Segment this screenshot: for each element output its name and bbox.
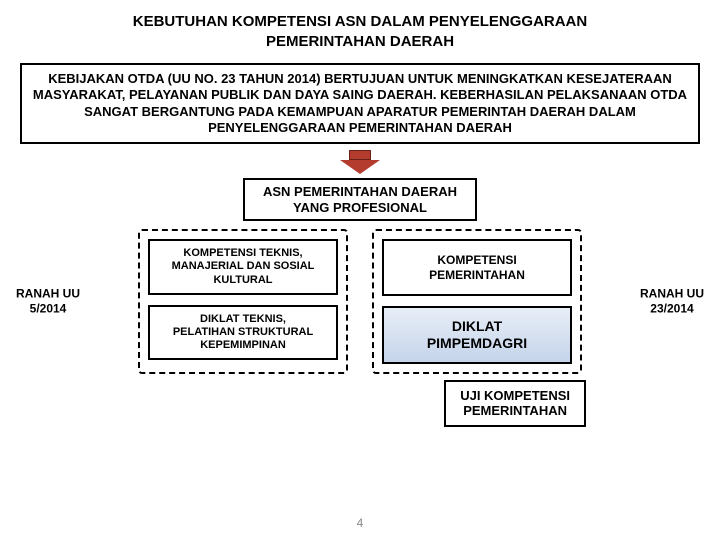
policy-text: KEBIJAKAN OTDA (UU NO. 23 TAHUN 2014) BE…	[33, 71, 687, 135]
lt-l3: KULTURAL	[213, 274, 272, 286]
left-group: KOMPETENSI TEKNIS, MANAJERIAL DAN SOSIAL…	[138, 229, 348, 373]
side-right-l2: 23/2014	[650, 301, 693, 315]
title-line2: PEMERINTAHAN DAERAH	[266, 33, 454, 50]
right-top-cell: KOMPETENSI PEMERINTAHAN	[382, 239, 572, 296]
policy-box: KEBIJAKAN OTDA (UU NO. 23 TAHUN 2014) BE…	[20, 63, 700, 144]
left-bottom-cell: DIKLAT TEKNIS, PELATIHAN STRUKTURAL KEPE…	[148, 305, 338, 361]
rb-l2: PIMPEMDAGRI	[427, 335, 527, 351]
uji-l2: PEMERINTAHAN	[463, 403, 567, 418]
columns-region: RANAH UU 5/2014 KOMPETENSI TEKNIS, MANAJ…	[0, 229, 720, 373]
lb-l1: DIKLAT TEKNIS,	[200, 313, 286, 325]
slide-title: KEBUTUHAN KOMPETENSI ASN DALAM PENYELENG…	[0, 0, 720, 59]
rb-l1: DIKLAT	[452, 318, 502, 334]
side-right-l1: RANAH UU	[640, 287, 704, 301]
arrow-1	[0, 150, 720, 174]
asn-box: ASN PEMERINTAHAN DAERAH YANG PROFESIONAL	[243, 178, 477, 221]
lt-l2: MANAJERIAL DAN SOSIAL	[172, 260, 315, 272]
rt-l2: PEMERINTAHAN	[429, 268, 525, 282]
uji-box: UJI KOMPETENSI PEMERINTAHAN	[444, 380, 586, 427]
uji-wrap: UJI KOMPETENSI PEMERINTAHAN	[0, 374, 720, 427]
rt-l1: KOMPETENSI	[437, 253, 516, 267]
arrow-stem-icon	[349, 150, 371, 160]
arrow-head-icon	[340, 160, 380, 174]
asn-line1: ASN PEMERINTAHAN DAERAH	[263, 184, 457, 199]
right-group: KOMPETENSI PEMERINTAHAN DIKLAT PIMPEMDAG…	[372, 229, 582, 373]
right-bottom-cell: DIKLAT PIMPEMDAGRI	[382, 306, 572, 364]
asn-line2: YANG PROFESIONAL	[293, 200, 427, 215]
lb-l3: KEPEMIMPINAN	[200, 339, 286, 351]
uji-l1: UJI KOMPETENSI	[460, 388, 570, 403]
page-number: 4	[357, 516, 364, 530]
side-left-l1: RANAH UU	[16, 287, 80, 301]
side-left-l2: 5/2014	[30, 301, 67, 315]
side-label-right: RANAH UU 23/2014	[632, 287, 712, 316]
lb-l2: PELATIHAN STRUKTURAL	[173, 326, 313, 338]
lt-l1: KOMPETENSI TEKNIS,	[183, 247, 302, 259]
side-label-left: RANAH UU 5/2014	[8, 287, 88, 316]
title-line1: KEBUTUHAN KOMPETENSI ASN DALAM PENYELENG…	[133, 13, 587, 30]
left-top-cell: KOMPETENSI TEKNIS, MANAJERIAL DAN SOSIAL…	[148, 239, 338, 295]
